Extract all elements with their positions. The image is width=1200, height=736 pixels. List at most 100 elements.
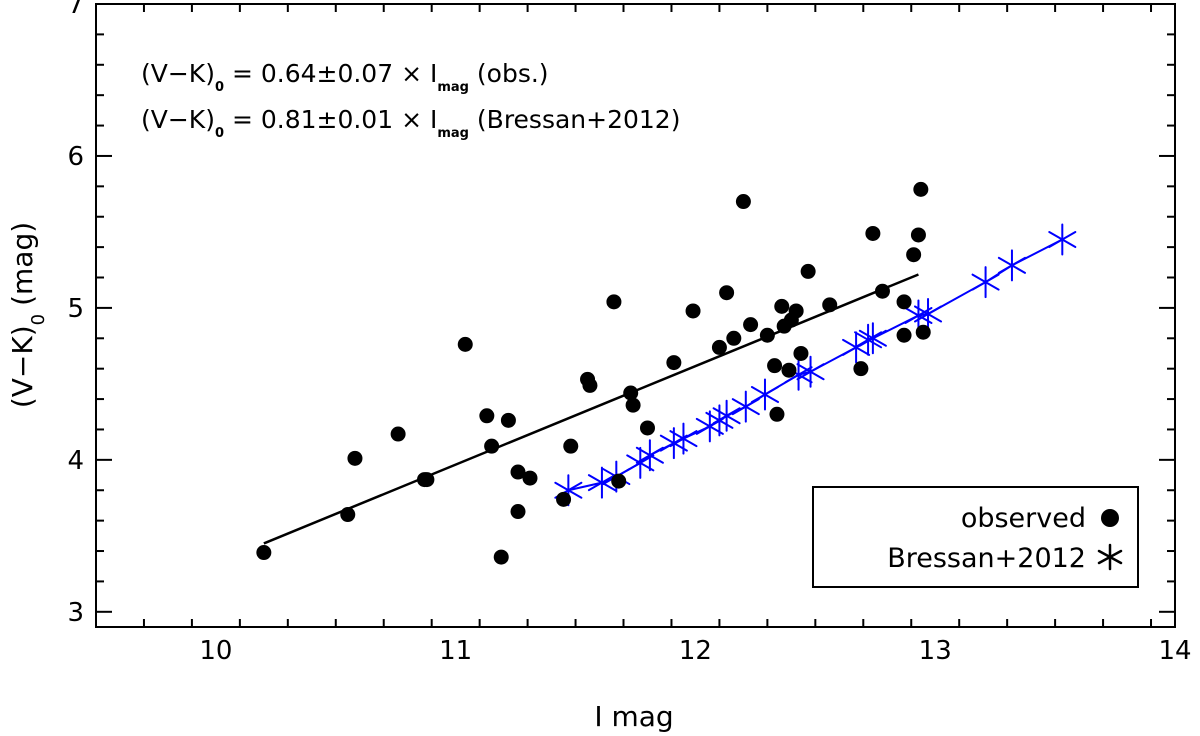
model-point-stroke xyxy=(796,363,825,381)
model-point-stroke xyxy=(854,331,883,349)
x-tick-label: 11 xyxy=(439,636,472,666)
y-axis-title-main: (V−K) xyxy=(6,325,39,408)
fit-line-layer xyxy=(263,273,919,545)
observed-point xyxy=(913,181,929,197)
observed-point xyxy=(910,227,926,243)
model-point-stroke xyxy=(587,474,616,492)
y-tick-label: 7 xyxy=(67,0,84,20)
observed-point xyxy=(896,294,912,310)
x-axis-title: I mag xyxy=(594,700,673,733)
observed-point xyxy=(522,470,538,486)
legend-marker-observed xyxy=(1101,509,1119,527)
legend: observed Bressan+2012 xyxy=(812,486,1139,588)
observed-point xyxy=(510,464,526,480)
observed-point xyxy=(915,324,931,340)
model-point xyxy=(587,466,616,499)
y-axis-title-unit: (mag) xyxy=(6,222,39,306)
model-point-stroke xyxy=(1048,231,1077,249)
model-point xyxy=(731,390,760,423)
observed-point xyxy=(711,339,727,355)
observed-point xyxy=(874,283,890,299)
axes-layer: 10 11 12 13 14 3 4 5 6 7 xyxy=(67,0,1191,666)
observed-point xyxy=(500,412,516,428)
observed-point xyxy=(719,285,735,301)
observed-point xyxy=(419,472,435,488)
series-layer xyxy=(256,181,1077,565)
observed-point xyxy=(726,330,742,346)
legend-box xyxy=(812,486,1139,588)
observed-point xyxy=(906,247,922,263)
y-tick-label: 5 xyxy=(67,294,84,324)
svg-text:(V−K)0(mag): (V−K)0 (mag) xyxy=(6,222,49,408)
model-point xyxy=(635,439,664,472)
annotation-obs: (V−K)0 = 0.64±0.07 × Imag (obs.) xyxy=(141,59,549,95)
y-tick-label: 6 xyxy=(67,142,84,172)
model-point xyxy=(1048,223,1077,256)
observed-point xyxy=(347,450,363,466)
annotation-bressan-main: (V−K) xyxy=(141,105,215,134)
model-point xyxy=(971,266,1000,299)
model-point xyxy=(997,249,1027,282)
observed-point xyxy=(639,420,655,436)
observed-point xyxy=(256,545,272,561)
annotation-bressan-sub2: mag xyxy=(437,126,469,141)
observed-point xyxy=(793,345,809,361)
model-point xyxy=(854,323,883,356)
y-tick-label: 4 xyxy=(67,446,84,476)
observed-point xyxy=(493,549,509,565)
observed-point xyxy=(788,303,804,319)
observed-point xyxy=(625,397,641,413)
model-point xyxy=(858,322,887,355)
observed-point xyxy=(563,438,579,454)
observed-point xyxy=(853,361,869,377)
model-point-stroke xyxy=(750,386,780,404)
plot-frame xyxy=(95,3,1176,628)
fit-line xyxy=(263,273,919,545)
observed-point xyxy=(556,491,572,507)
annotation-obs-eq: = 0.64±0.07 × I xyxy=(224,59,437,88)
observed-point xyxy=(759,327,775,343)
model-point xyxy=(913,297,943,330)
model-point-stroke xyxy=(858,329,887,347)
legend-marker-bressan xyxy=(1097,543,1123,571)
observed-point xyxy=(611,473,627,489)
model-point xyxy=(750,378,780,411)
observed-point xyxy=(743,317,759,333)
model-point xyxy=(712,399,741,432)
model-point-stroke xyxy=(913,305,943,323)
annotation-bressan: (V−K)0 = 0.81±0.01 × Imag (Bressan+2012) xyxy=(141,105,680,141)
observed-point xyxy=(484,438,500,454)
observed-point xyxy=(896,327,912,343)
observed-point xyxy=(774,298,790,314)
svg-text:(V−K)0 = 0.81±0.01 × Imag (Bre: (V−K)0 = 0.81±0.01 × Imag (Bressan+2012) xyxy=(141,105,680,141)
observed-point xyxy=(685,303,701,319)
x-tick-label: 13 xyxy=(919,636,952,666)
observed-point xyxy=(769,406,785,422)
model-point-stroke xyxy=(971,273,1000,291)
annotation-bressan-eq: = 0.81±0.01 × I xyxy=(224,105,437,134)
observed-point xyxy=(510,504,526,520)
observed-point xyxy=(606,294,622,310)
x-tick-label: 10 xyxy=(199,636,232,666)
annotation-obs-tail: (obs.) xyxy=(469,59,549,88)
observed-point xyxy=(582,377,598,393)
model-point-stroke xyxy=(712,407,741,425)
x-tick-label: 12 xyxy=(679,636,712,666)
observed-point xyxy=(340,507,356,523)
legend-label-observed: observed xyxy=(961,503,1086,534)
observed-point xyxy=(623,385,639,401)
observed-point xyxy=(666,355,682,371)
svg-text:(V−K)0 = 0.64±0.07 × Imag (obs: (V−K)0 = 0.64±0.07 × Imag (obs.) xyxy=(141,59,549,95)
observed-point xyxy=(800,263,816,279)
model-point-stroke xyxy=(997,256,1027,274)
annotation-bressan-sub: 0 xyxy=(215,126,224,141)
legend-label-bressan: Bressan+2012 xyxy=(887,543,1086,574)
observed-point xyxy=(781,362,797,378)
observed-point xyxy=(767,358,783,374)
annotation-obs-sub2: mag xyxy=(437,80,469,95)
model-point xyxy=(669,422,698,455)
y-axis-title-sub: 0 xyxy=(28,314,49,325)
observed-point xyxy=(822,297,838,313)
observed-point xyxy=(865,225,881,241)
